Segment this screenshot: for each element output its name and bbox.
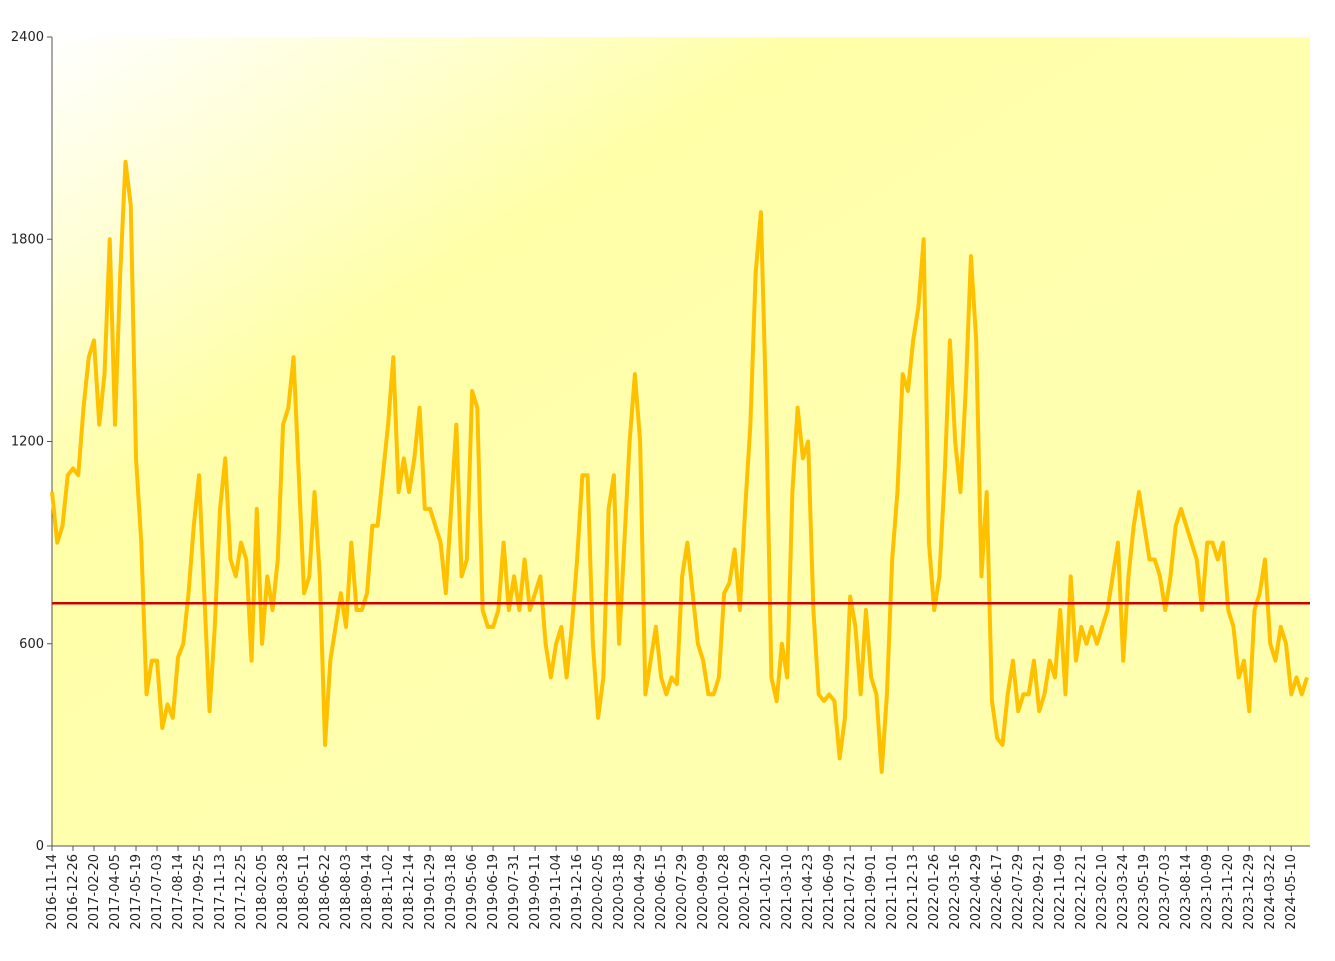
x-tick-label: 2018-06-22 [318, 854, 333, 930]
line-series [50, 159, 1309, 774]
x-tick-label: 2023-11-20 [1221, 854, 1236, 930]
x-tick-label: 2023-02-10 [1095, 854, 1110, 930]
plot-area [52, 37, 1310, 846]
x-tick-label: 2024-03-22 [1263, 854, 1278, 930]
x-tick-label: 2017-08-14 [171, 854, 186, 930]
x-tick-label: 2016-11-14 [45, 854, 60, 930]
x-tick-label: 2022-06-17 [990, 854, 1005, 930]
y-tick-label: 1200 [11, 435, 44, 450]
x-tick-label: 2016-12-26 [66, 854, 81, 930]
x-tick-label: 2021-01-20 [759, 854, 774, 930]
x-tick-label: 2020-02-05 [591, 854, 606, 930]
x-tick-label: 2022-11-09 [1053, 854, 1068, 930]
x-tick-label: 2018-12-14 [402, 854, 417, 930]
x-tick-label: 2022-07-29 [1011, 854, 1026, 930]
x-tick-label: 2020-09-09 [696, 854, 711, 930]
x-tick-label: 2017-11-13 [213, 854, 228, 930]
x-tick-label: 2022-12-21 [1074, 854, 1089, 930]
x-tick-label: 2018-11-02 [381, 854, 396, 930]
x-tick-label: 2023-05-19 [1137, 854, 1152, 930]
x-tick-label: 2021-07-21 [843, 854, 858, 930]
x-tick-label: 2019-11-04 [549, 854, 564, 930]
x-tick-label: 2017-07-03 [150, 854, 165, 930]
x-tick-label: 2020-10-28 [717, 854, 732, 930]
x-tick-label: 2023-10-09 [1200, 854, 1215, 930]
y-tick-label: 1800 [11, 232, 44, 247]
x-tick-label: 2019-09-11 [528, 854, 543, 930]
x-tick-label: 2024-05-10 [1284, 854, 1299, 930]
x-tick-label: 2022-03-16 [948, 854, 963, 930]
x-tick-label: 2020-04-29 [633, 854, 648, 930]
x-tick-label: 2020-06-15 [654, 854, 669, 930]
x-tick-label: 2019-01-29 [423, 854, 438, 930]
x-tick-label: 2020-03-18 [612, 854, 627, 930]
x-tick-label: 2021-03-10 [780, 854, 795, 930]
x-tick-label: 2021-11-01 [885, 854, 900, 930]
x-tick-label: 2019-12-16 [570, 854, 585, 930]
y-tick-label: 600 [19, 637, 44, 652]
x-tick-label: 2022-09-21 [1032, 854, 1047, 930]
x-tick-label: 2019-06-19 [486, 854, 501, 930]
x-tick-label: 2017-02-20 [87, 854, 102, 930]
x-tick-label: 2021-09-01 [864, 854, 879, 930]
x-tick-label: 2023-08-14 [1179, 854, 1194, 930]
x-tick-label: 2018-08-03 [339, 854, 354, 930]
x-tick-label: 2017-04-05 [108, 854, 123, 930]
x-tick-label: 2022-04-29 [969, 854, 984, 930]
x-tick-label: 2020-07-29 [675, 854, 690, 930]
y-tick-label: 0 [36, 839, 44, 854]
x-tick-label: 2023-07-03 [1158, 854, 1173, 930]
x-tick-label: 2018-05-11 [297, 854, 312, 930]
x-tick-label: 2023-03-24 [1116, 854, 1131, 930]
x-tick-label: 2021-04-23 [801, 854, 816, 930]
x-tick-label: 2019-07-31 [507, 854, 522, 930]
x-tick-label: 2017-05-19 [129, 854, 144, 930]
x-tick-label: 2019-03-18 [444, 854, 459, 930]
x-tick-label: 2017-12-25 [234, 854, 249, 930]
x-tick-label: 2019-05-06 [465, 854, 480, 930]
y-tick-label: 2400 [11, 30, 44, 45]
x-tick-label: 2022-01-26 [927, 854, 942, 930]
x-tick-label: 2021-06-09 [822, 854, 837, 930]
x-tick-label: 2023-12-29 [1242, 854, 1257, 930]
x-tick-label: 2017-09-25 [192, 854, 207, 930]
x-tick-label: 2018-03-28 [276, 854, 291, 930]
x-tick-label: 2018-09-14 [360, 854, 375, 930]
x-tick-label: 2020-12-09 [738, 854, 753, 930]
x-tick-label: 2021-12-13 [906, 854, 921, 930]
x-tick-label: 2018-02-05 [255, 854, 270, 930]
